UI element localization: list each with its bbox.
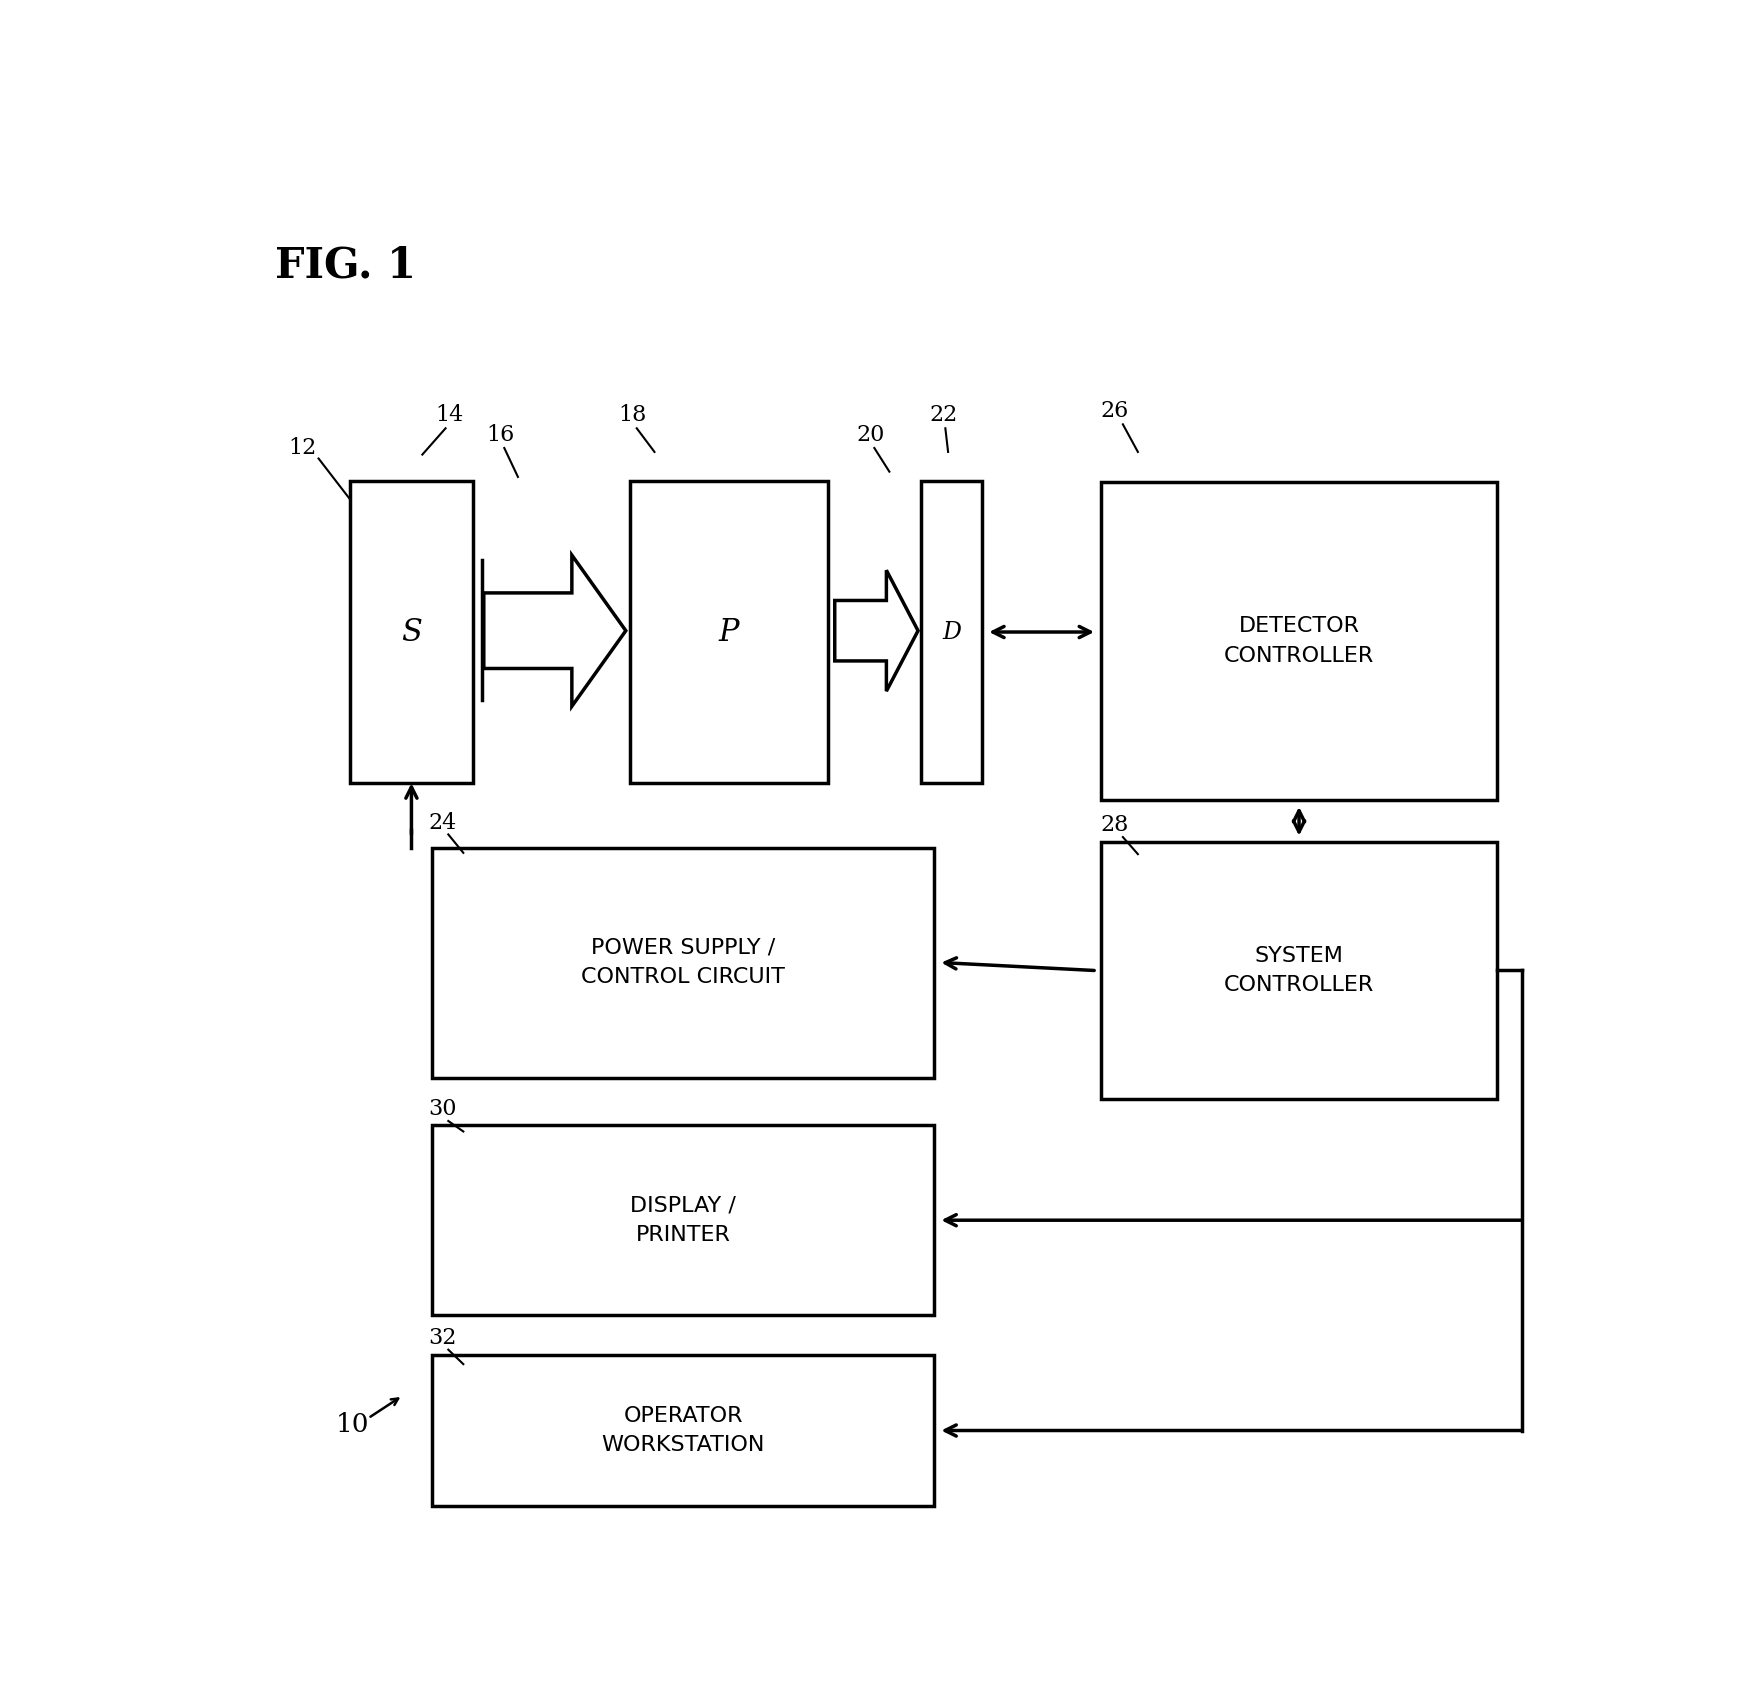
Bar	[1101, 481, 1498, 801]
Text: 12: 12	[287, 437, 317, 459]
Bar	[351, 481, 472, 784]
Text: 28: 28	[1101, 814, 1129, 836]
Bar	[432, 848, 934, 1077]
Text: 20: 20	[856, 423, 885, 446]
Text: 30: 30	[428, 1098, 456, 1120]
Bar	[1101, 842, 1498, 1099]
Polygon shape	[835, 570, 918, 691]
Text: D: D	[943, 621, 960, 644]
Text: S: S	[402, 616, 421, 647]
Text: 10: 10	[337, 1412, 370, 1437]
Bar	[631, 481, 828, 784]
Text: OPERATOR
WORKSTATION: OPERATOR WORKSTATION	[601, 1405, 765, 1456]
Text: P: P	[719, 616, 740, 647]
Text: FIG. 1: FIG. 1	[275, 244, 416, 287]
Text: 18: 18	[618, 405, 647, 427]
Text: SYSTEM
CONTROLLER: SYSTEM CONTROLLER	[1225, 946, 1374, 995]
Bar	[432, 1355, 934, 1506]
Text: 32: 32	[428, 1326, 456, 1349]
Text: DISPLAY /
PRINTER: DISPLAY / PRINTER	[631, 1195, 737, 1244]
Text: DETECTOR
CONTROLLER: DETECTOR CONTROLLER	[1225, 616, 1374, 666]
Polygon shape	[485, 555, 626, 707]
Bar	[922, 481, 981, 784]
Text: 16: 16	[486, 423, 515, 446]
Bar	[432, 1125, 934, 1316]
Text: 26: 26	[1101, 399, 1129, 422]
Text: 24: 24	[428, 811, 456, 833]
Text: POWER SUPPLY /
CONTROL CIRCUIT: POWER SUPPLY / CONTROL CIRCUIT	[581, 937, 786, 987]
Text: 14: 14	[435, 405, 463, 427]
Text: 22: 22	[930, 405, 959, 427]
